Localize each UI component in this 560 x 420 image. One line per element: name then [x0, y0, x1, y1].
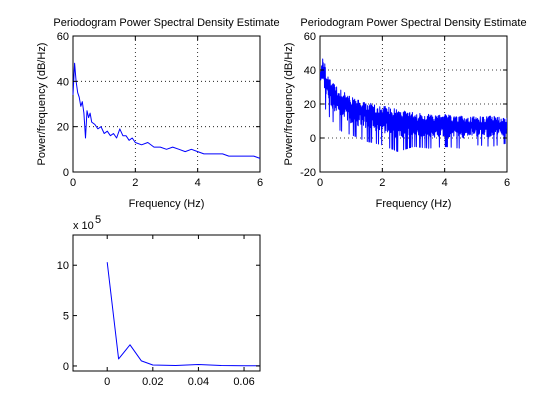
- x-tick-label: 6: [504, 177, 510, 189]
- x-tick-label: 0: [104, 376, 110, 388]
- y-tick-label: 0: [310, 133, 316, 145]
- x-axis-label: Frequency (Hz): [129, 198, 205, 210]
- y-tick-label: 60: [304, 31, 316, 43]
- y-tick-label: -20: [300, 167, 316, 179]
- y-tick-label: 5: [63, 311, 69, 323]
- chart-title: Periodogram Power Spectral Density Estim…: [53, 17, 279, 29]
- data-series-line: [320, 58, 507, 152]
- x-tick-label: 4: [442, 177, 448, 189]
- x-tick-label: 0: [317, 177, 323, 189]
- chart-title: Periodogram Power Spectral Density Estim…: [300, 17, 526, 29]
- y-tick-label: 20: [304, 99, 316, 111]
- x-tick-label: 6: [257, 177, 263, 189]
- axes-box: [319, 35, 508, 173]
- axes-box: [72, 35, 261, 173]
- y-axis-label: Power/frequency (dB/Hz): [36, 43, 48, 166]
- axes-box: [72, 234, 261, 372]
- x-tick-label: 2: [379, 177, 385, 189]
- data-series-line: [106, 262, 261, 367]
- x-tick-label: 0.04: [188, 376, 209, 388]
- data-series-line: [72, 62, 261, 159]
- y-tick-label: 20: [57, 122, 69, 134]
- y-tick-label: 0: [63, 361, 69, 373]
- y-axis-label: Power/frequency (dB/Hz): [283, 43, 295, 166]
- y-tick-label: 40: [57, 76, 69, 88]
- x-tick-label: 2: [132, 177, 138, 189]
- x-tick-label: 4: [195, 177, 201, 189]
- x-tick-label: 0.06: [233, 376, 254, 388]
- x-tick-label: 0.02: [142, 376, 163, 388]
- y-tick-label: 60: [57, 31, 69, 43]
- y-tick-label: 0: [63, 167, 69, 179]
- y-multiplier-exponent: 5: [95, 214, 101, 226]
- y-multiplier-label: x 10: [73, 220, 94, 232]
- x-axis-label: Frequency (Hz): [376, 198, 452, 210]
- y-tick-label: 10: [57, 260, 69, 272]
- y-tick-label: 40: [304, 65, 316, 77]
- x-tick-label: 0: [70, 177, 76, 189]
